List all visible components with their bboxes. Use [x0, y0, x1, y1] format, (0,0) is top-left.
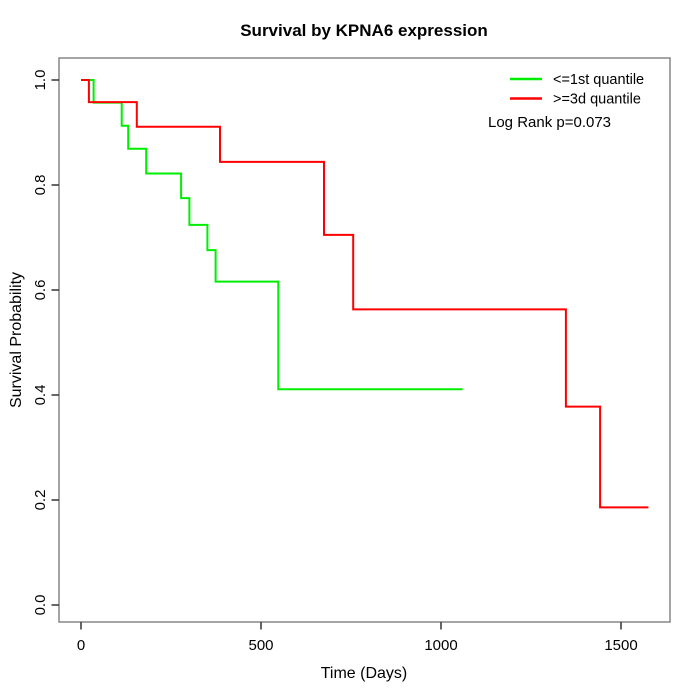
plot-box — [58, 57, 671, 623]
series-curve-0 — [81, 79, 463, 391]
x-tick-label: 0 — [77, 637, 85, 654]
x-tick-label: 1000 — [424, 637, 457, 654]
y-tick-label: 0.0 — [32, 595, 49, 616]
x-axis-label: Time (Days) — [321, 665, 408, 682]
chart-title: Survival by KPNA6 expression — [240, 21, 488, 40]
legend-label-1: >=3d quantile — [553, 92, 641, 108]
series-curve-1 — [81, 79, 649, 509]
y-tick-label: 1.0 — [32, 70, 49, 91]
legend-label-0: <=1st quantile — [553, 72, 644, 88]
y-axis-label: Survival Probability — [8, 272, 25, 408]
x-tick-label: 500 — [248, 637, 273, 654]
y-tick-label: 0.8 — [32, 175, 49, 196]
x-tick-label: 1500 — [604, 637, 637, 654]
plot-content: 0 500 1000 1500 0.0 0.2 0.4 0.6 0.8 1.0 <=1st quan… — [32, 70, 649, 654]
y-tick-label: 0.4 — [32, 385, 49, 406]
y-tick-label: 0.2 — [32, 490, 49, 511]
y-tick-label: 0.6 — [32, 280, 49, 301]
log-rank-annotation: Log Rank p=0.073 — [488, 114, 611, 131]
